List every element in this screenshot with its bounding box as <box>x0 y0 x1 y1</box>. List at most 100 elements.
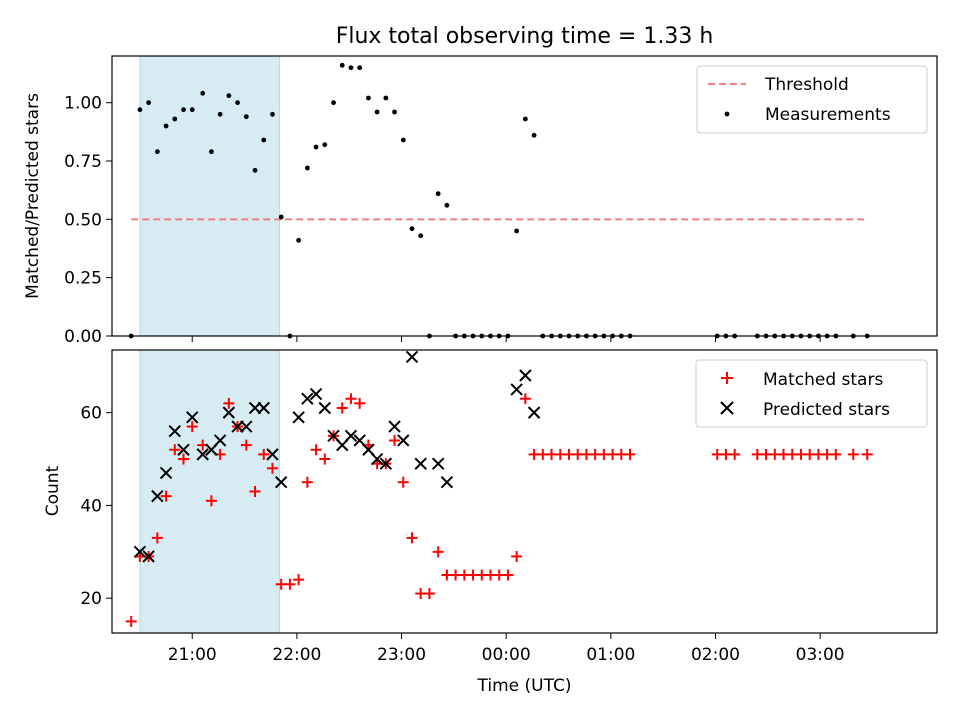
top-legend: Threshold Measurements <box>696 65 928 134</box>
matched-point-16 <box>266 462 278 474</box>
bottom-plot: 20 40 60 21:00 22:00 23:00 00:00 01:00 02:00 03:… <box>43 349 938 696</box>
predicted-point-20 <box>318 401 331 415</box>
top-legend-box <box>696 65 928 134</box>
predicted-point-18 <box>301 392 314 405</box>
measurement-point-19 <box>296 237 302 243</box>
measurement-point-20 <box>304 165 310 171</box>
top-x-axis <box>191 336 821 342</box>
matched-point-9 <box>205 495 217 507</box>
bottom-x-tick-label-0: 21:00 <box>168 645 217 665</box>
matched-point-15 <box>258 448 270 460</box>
measurement-point-21 <box>313 144 319 150</box>
predicted-point-15 <box>266 448 279 461</box>
predicted-point-12 <box>240 420 253 433</box>
top-shaded-region <box>139 55 280 337</box>
bottom-x-axis-label: Time (UTC) <box>477 676 572 696</box>
legend-measurements-label: Measurements <box>765 105 891 125</box>
measurement-point-17 <box>278 214 284 220</box>
matched-point-43 <box>502 569 514 581</box>
measurement-point-27 <box>365 95 371 101</box>
measurement-point-46 <box>531 132 537 138</box>
predicted-point-10 <box>222 406 236 419</box>
predicted-point-32 <box>431 457 445 470</box>
measurement-point-11 <box>226 93 232 99</box>
matched-point-35 <box>432 546 444 558</box>
measurement-point-26 <box>357 65 363 71</box>
matched-point-30 <box>389 434 401 446</box>
measurement-point-33 <box>418 233 424 239</box>
matched-point-11 <box>223 397 235 409</box>
measurement-point-44 <box>514 228 520 234</box>
bottom-y-tick-label-2: 60 <box>80 404 102 424</box>
top-y-axis: 0.00 0.25 0.50 0.75 1.00 <box>64 94 112 347</box>
matched-point-4 <box>160 490 172 502</box>
predicted-point-4 <box>168 424 181 438</box>
measurement-point-6 <box>181 107 186 113</box>
predicted-point-2 <box>151 489 164 503</box>
matched-point-6 <box>178 453 190 465</box>
legend-predicted-label: Predicted stars <box>763 400 890 420</box>
measurement-point-14 <box>252 167 258 173</box>
predicted-point-9 <box>213 434 227 447</box>
predicted-point-30 <box>405 350 419 364</box>
matched-point-13 <box>240 439 252 451</box>
measurement-point-5 <box>172 116 178 122</box>
bottom-y-tick-label-1: 40 <box>80 496 102 516</box>
matched-point-18 <box>284 578 296 590</box>
predicted-point-36 <box>527 406 541 419</box>
predicted-point-33 <box>440 476 454 489</box>
matched-point-57 <box>624 448 636 460</box>
predicted-point-0 <box>133 545 147 559</box>
measurement-point-24 <box>339 62 345 68</box>
matched-point-14 <box>249 486 261 497</box>
top-y-tick-label-1: 0.25 <box>64 269 102 289</box>
measurement-point-12 <box>235 100 240 106</box>
bottom-x-axis: 21:00 22:00 23:00 00:00 01:00 02:00 03:00 <box>168 633 845 665</box>
measurement-point-32 <box>409 226 415 232</box>
predicted-point-35 <box>519 369 532 382</box>
top-plot: 0.00 0.25 0.50 0.75 1.00 Matched/Predicted s… <box>23 55 938 347</box>
matched-point-72 <box>861 448 873 460</box>
measurement-point-31 <box>400 137 406 143</box>
bottom-legend: Matched stars Predicted stars <box>695 359 928 428</box>
measurement-point-36 <box>444 202 450 208</box>
measurement-point-16 <box>270 111 275 117</box>
measurement-point-10 <box>217 111 223 117</box>
predicted-point-17 <box>292 411 305 424</box>
bottom-x-tick-label-2: 23:00 <box>377 645 426 665</box>
measurement-point-9 <box>209 149 214 155</box>
bottom-x-tick-label-4: 01:00 <box>586 645 635 665</box>
matched-point-3 <box>151 532 163 544</box>
top-plot-marks <box>128 62 870 339</box>
bottom-x-tick-label-6: 03:00 <box>796 645 845 665</box>
predicted-point-5 <box>177 443 190 456</box>
matched-point-7 <box>186 421 198 433</box>
legend-measurements-marker <box>724 111 730 117</box>
matched-point-44 <box>511 550 523 562</box>
matched-point-34 <box>423 588 435 600</box>
measurement-point-1 <box>137 107 143 113</box>
measurement-point-28 <box>374 109 380 115</box>
bottom-x-tick-label-5: 02:00 <box>691 645 740 665</box>
measurement-point-30 <box>392 109 397 115</box>
predicted-point-29 <box>397 434 410 447</box>
bottom-plot-frame <box>111 349 938 634</box>
measurement-point-15 <box>261 137 267 143</box>
measurement-point-13 <box>243 114 249 120</box>
top-y-axis-label: Matched/Predicted stars <box>23 93 43 299</box>
predicted-point-23 <box>344 429 358 443</box>
matched-point-25 <box>345 393 357 405</box>
predicted-point-27 <box>379 457 393 470</box>
bottom-y-tick-label-0: 20 <box>80 589 102 609</box>
measurement-point-29 <box>383 95 389 101</box>
top-y-tick-label-0: 0.00 <box>64 327 102 347</box>
bottom-y-axis: 20 40 60 <box>80 404 112 609</box>
predicted-point-3 <box>159 466 173 480</box>
legend-matched-label: Matched stars <box>763 370 883 390</box>
predicted-point-16 <box>274 476 288 489</box>
bottom-legend-box <box>695 359 928 428</box>
predicted-point-19 <box>309 387 323 401</box>
bottom-plot-marks <box>125 350 873 627</box>
predicted-point-31 <box>414 457 427 470</box>
